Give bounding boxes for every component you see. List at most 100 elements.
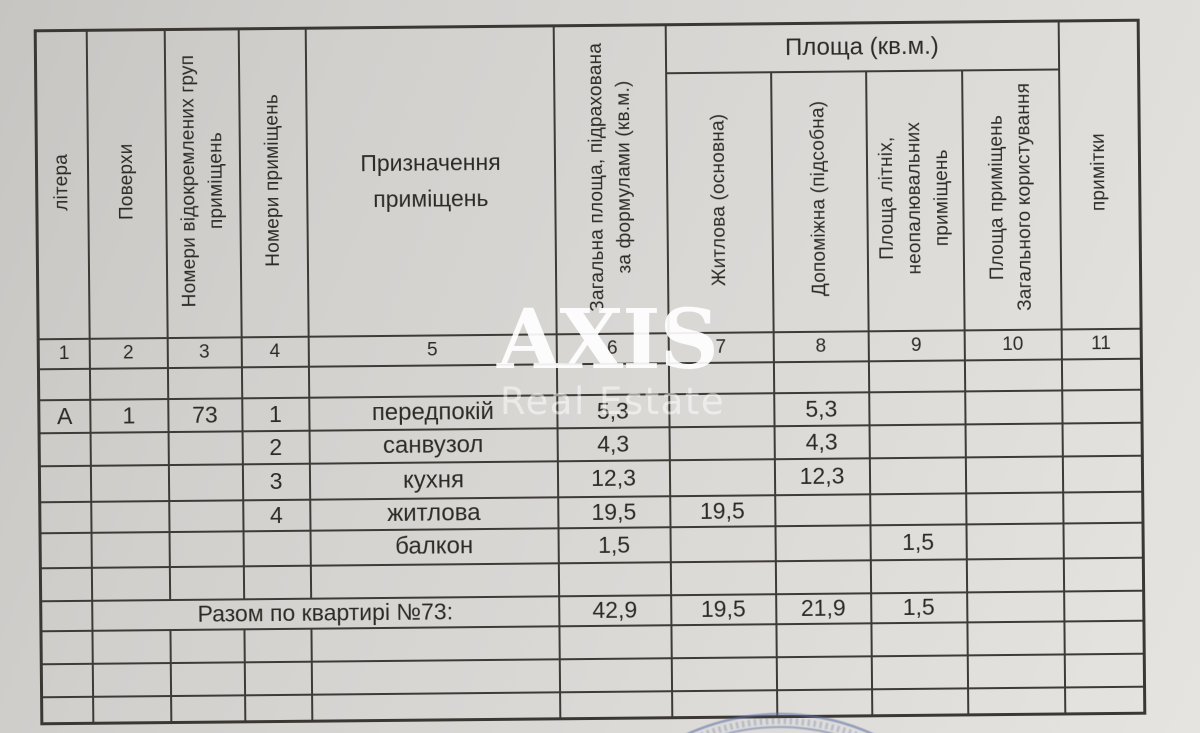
table-cell [964, 358, 1062, 391]
column-number: 3 [167, 336, 242, 368]
table-cell [89, 367, 168, 400]
table-cell: житлова [309, 496, 558, 531]
col-header-purpose-label: Призначення приміщень [360, 148, 501, 212]
table-cell [243, 565, 311, 599]
table-cell: санвузол [309, 427, 558, 464]
stamp-inner-ring [726, 726, 834, 733]
table-cell [559, 657, 672, 692]
column-number: 1 [38, 338, 90, 369]
table-cell [964, 389, 1063, 424]
table-cell [670, 623, 777, 658]
table-cell: 5,3 [773, 391, 870, 426]
table-cell [870, 621, 968, 656]
watermark-brand: AXIS [497, 292, 719, 388]
table-cell [1062, 455, 1143, 492]
table-cell [1062, 422, 1143, 456]
table-cell [966, 590, 1064, 622]
table-cell [966, 557, 1064, 592]
table-cell [869, 423, 966, 458]
column-number: 2 [89, 337, 168, 369]
table-cell [92, 695, 171, 724]
table-cell [965, 455, 1063, 493]
table-cell [40, 532, 92, 568]
table-cell [869, 492, 966, 525]
col-header-notes: примітки [1058, 20, 1142, 329]
table-cell [91, 531, 170, 568]
table-cell [39, 432, 91, 466]
table-cell [967, 653, 1065, 688]
empty-rows [40, 620, 1145, 724]
column-number: 9 [868, 329, 965, 361]
table-cell: 2 [242, 430, 310, 464]
column-number: 10 [964, 328, 1062, 360]
table-cell [38, 368, 90, 400]
table-cell [90, 464, 169, 502]
table-cell [868, 359, 965, 392]
table-cell: 1,5 [869, 523, 967, 560]
table-cell [1064, 653, 1145, 687]
table-cell [244, 661, 312, 695]
table-cell [40, 567, 92, 601]
table-cell [965, 491, 1063, 524]
col-header-auxiliary-area: Допоміжна (підсобна) [770, 70, 869, 332]
table-cell [669, 525, 776, 562]
table-cell [40, 600, 92, 631]
table-cell [1064, 686, 1145, 714]
official-stamp [686, 712, 874, 733]
table-cell [92, 662, 171, 697]
stamp-text-ring [699, 717, 861, 733]
col-header-auxiliary-area-label: Допоміжна (підсобна) [807, 101, 831, 297]
stamp-outer-ring [686, 712, 874, 733]
table-cell [1063, 620, 1145, 654]
table-cell [170, 694, 245, 723]
table-cell: 19,5 [669, 494, 775, 527]
area-group-header: Площа (кв.м.) [665, 20, 1059, 73]
table-cell: балкон [310, 527, 559, 566]
table-cell [870, 558, 967, 593]
table-cell: 1,5 [557, 526, 671, 563]
table-cell [558, 624, 672, 659]
table-cell [869, 456, 966, 494]
table-cell: 4 [242, 499, 311, 531]
table-cell [965, 422, 1063, 457]
table-cell [669, 425, 775, 460]
col-header-living-area-label: Житлова (основна) [707, 113, 731, 287]
table-cell: кухня [309, 460, 558, 500]
table-cell [241, 366, 309, 398]
table-cell [1061, 358, 1142, 390]
col-header-floors: Поверхи [86, 29, 168, 339]
table-cell [90, 431, 169, 466]
table-cell [91, 629, 171, 664]
table-cell [41, 696, 93, 724]
table-cell [1062, 522, 1144, 558]
col-header-purpose: Призначення приміщень [305, 25, 557, 337]
table-cell [1062, 491, 1143, 523]
col-header-room-numbers: Номери приміщень [238, 28, 309, 337]
table-cell: А [38, 399, 91, 433]
table-cell: 1 [89, 398, 169, 433]
table-cell [774, 524, 871, 561]
total-auxiliary-value: 21,9 [775, 592, 871, 624]
table-cell [774, 493, 870, 526]
total-summer-value: 1,5 [870, 591, 967, 623]
table-cell [311, 658, 560, 695]
table-cell [965, 522, 1064, 559]
col-header-room-numbers-label: Номери приміщень [261, 93, 285, 267]
table-cell: 19,5 [557, 495, 670, 528]
table-cell [39, 465, 91, 502]
table-cell [1063, 590, 1144, 621]
table-cell [169, 565, 244, 600]
table-cell: 4,3 [774, 424, 870, 459]
table-cell [776, 655, 872, 690]
table-cell [671, 656, 777, 691]
col-header-floors-label: Поверхи [115, 143, 138, 221]
watermark-subtitle: Real Estate [500, 380, 726, 423]
table-cell [669, 458, 775, 496]
table-cell [775, 622, 872, 657]
col-header-common-area-label: Площа приміщень Загального користування [986, 82, 1037, 311]
table-cell: 1 [241, 397, 310, 431]
table-cell [868, 390, 966, 425]
table-cell [871, 654, 968, 689]
col-header-letter-label: літера [51, 153, 73, 211]
column-number: 11 [1061, 328, 1142, 359]
